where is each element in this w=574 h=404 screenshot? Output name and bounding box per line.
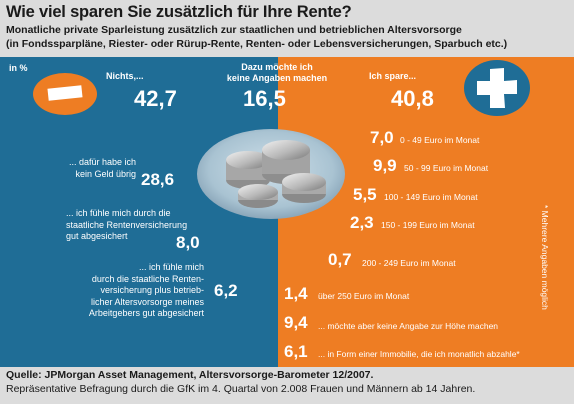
source-line-2: Repräsentative Befragung durch die GfK i… bbox=[6, 383, 476, 395]
saving-amount-value: 9,9 bbox=[373, 156, 397, 175]
saving-amount-label: 50 - 99 Euro im Monat bbox=[404, 163, 489, 173]
reason-state-and-company-line-2: durch die staatliche Renten- bbox=[91, 273, 204, 284]
saving-amount-label: 100 - 149 Euro im Monat bbox=[384, 192, 478, 202]
saving-amount-value: 9,4 bbox=[284, 313, 308, 332]
reason-state-pension-value: 8,0 bbox=[176, 233, 200, 252]
reason-state-and-company-line-1: ... ich fühle mich bbox=[138, 262, 204, 272]
saving-amount-value: 7,0 bbox=[370, 128, 394, 147]
coins-icon bbox=[197, 129, 345, 219]
minus-icon bbox=[33, 73, 97, 115]
saving-amount-label: 200 - 249 Euro im Monat bbox=[362, 258, 456, 268]
reason-state-and-company-line-3: versicherung plus betrieb- bbox=[100, 285, 204, 295]
saving-amount-label: über 250 Euro im Monat bbox=[318, 291, 410, 301]
no-answer-label-line-2: keine Angaben machen bbox=[226, 73, 328, 83]
saving-amount-label: 0 - 49 Euro im Monat bbox=[400, 135, 480, 145]
chart-title: Wie viel sparen Sie zusätzlich für Ihre … bbox=[6, 3, 352, 21]
nothing-value: 42,7 bbox=[134, 86, 177, 111]
reason-no-money-line-1: ... dafür habe ich bbox=[68, 157, 136, 167]
saving-amount-label: 150 - 199 Euro im Monat bbox=[381, 220, 475, 230]
plus-icon bbox=[464, 60, 530, 116]
saving-panel bbox=[278, 57, 574, 367]
reason-state-and-company-label: ... ich fühle mich durch die staatliche … bbox=[89, 262, 204, 320]
saving-amount-value: 2,3 bbox=[350, 213, 374, 232]
reason-state-pension-line-2: staatliche Rentenversicherung bbox=[66, 219, 188, 230]
saving-amount-value: 6,1 bbox=[284, 342, 308, 361]
reason-state-and-company-value: 6,2 bbox=[214, 281, 238, 300]
nothing-label: Nichts,... bbox=[106, 71, 144, 81]
saving-value: 40,8 bbox=[391, 86, 434, 111]
multiple-answers-note: * Mehrere Angaben möglich bbox=[540, 205, 550, 310]
saving-amount-value: 0,7 bbox=[328, 250, 352, 269]
unit-label: in % bbox=[9, 63, 28, 73]
saving-amount-value: 1,4 bbox=[284, 284, 308, 303]
reason-state-and-company-line-4: licher Altersvorsorge meines bbox=[90, 296, 204, 307]
source-line-1: Quelle: JPMorgan Asset Management, Alter… bbox=[6, 369, 374, 381]
reason-state-and-company-line-5: Arbeitgebers gut abgesichert bbox=[88, 308, 204, 318]
reason-state-pension-label: ... ich fühle mich durch die staatliche … bbox=[66, 208, 187, 243]
reason-state-pension-line-3: gut abgesichert bbox=[66, 231, 128, 241]
saving-label: Ich spare... bbox=[369, 71, 417, 81]
no-answer-label-line-1: Dazu möchte ich bbox=[241, 62, 313, 72]
reason-no-money-label: ... dafür habe ich kein Geld übrig bbox=[69, 157, 136, 180]
reason-state-pension-line-1: ... ich fühle mich durch die bbox=[66, 208, 171, 218]
no-answer-label: Dazu möchte ich keine Angaben machen bbox=[212, 62, 342, 84]
footer bbox=[0, 367, 574, 404]
reason-no-money-line-2: kein Geld übrig bbox=[75, 168, 136, 179]
saving-amount-value: 5,5 bbox=[353, 185, 377, 204]
chart-subtitle-line-2: (in Fondssparpläne, Riester- oder Rürup-… bbox=[6, 38, 508, 50]
saving-amount-label: ... in Form einer Immobilie, die ich mon… bbox=[318, 349, 520, 359]
saving-amount-label: ... möchte aber keine Angabe zur Höhe ma… bbox=[318, 321, 499, 331]
reason-no-money-value: 28,6 bbox=[141, 170, 175, 189]
no-answer-value: 16,5 bbox=[243, 86, 286, 111]
chart-subtitle-line-1: Monatliche private Sparleistung zusätzli… bbox=[6, 24, 462, 36]
